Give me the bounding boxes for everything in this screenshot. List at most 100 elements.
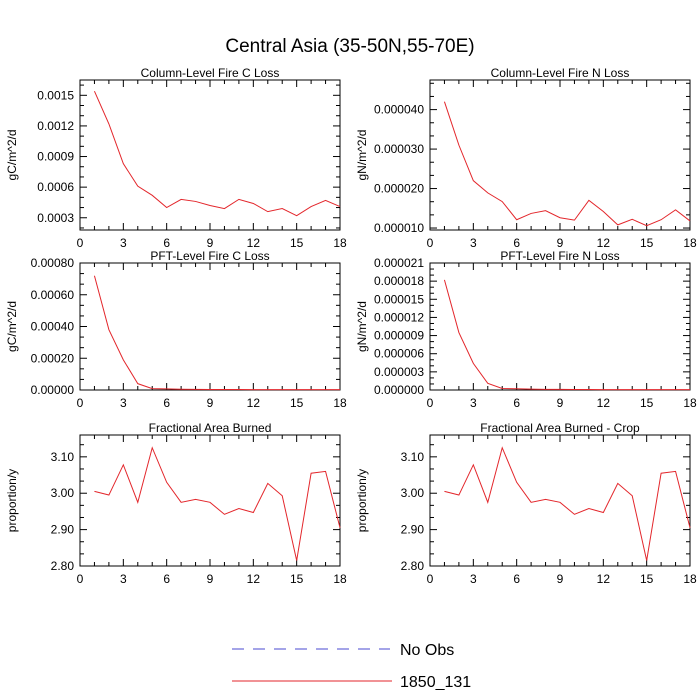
y-tick-label: 2.90: [51, 523, 75, 537]
plot-frame: [79, 262, 341, 391]
x-tick-label: 9: [557, 572, 564, 586]
y-tick-label: 0.000021: [374, 256, 424, 270]
y-tick-label: 0.000012: [374, 310, 424, 324]
y-tick-label: 0.000003: [374, 365, 424, 379]
plot-frame: [79, 79, 341, 231]
x-tick-label: 18: [333, 236, 347, 250]
x-tick-label: 12: [597, 396, 611, 410]
series-line-1850-131: [94, 446, 341, 561]
y-tick-label: 0.0009: [37, 150, 74, 164]
plot-frame: [429, 262, 691, 391]
x-tick-label: 3: [470, 236, 477, 250]
x-tick-label: 15: [290, 572, 304, 586]
y-tick-label: 0.0006: [37, 180, 74, 194]
y-axis-label: gN/m^2/d: [355, 301, 369, 352]
y-tick-label: 3.10: [51, 450, 75, 464]
x-tick-label: 0: [77, 572, 84, 586]
x-tick-label: 12: [597, 236, 611, 250]
x-tick-label: 9: [557, 396, 564, 410]
y-tick-label: 0.000015: [374, 292, 424, 306]
x-tick-label: 9: [207, 396, 214, 410]
y-tick-label: 0.0003: [37, 211, 74, 225]
chart-panel-3: PFT-Level Fire C Loss gC/m^2/d 0 3 6 9 12 15 18 0…: [5, 249, 347, 410]
y-tick-label: 2.80: [401, 559, 425, 573]
x-tick-label: 12: [597, 572, 611, 586]
x-tick-label: 15: [640, 396, 654, 410]
y-tick-label: 0.0015: [37, 88, 74, 102]
x-tick-label: 18: [683, 236, 697, 250]
y-tick-label: 3.00: [401, 486, 425, 500]
y-axis-label: gC/m^2/d: [5, 301, 19, 352]
panel-title: PFT-Level Fire N Loss: [500, 249, 619, 263]
x-tick-label: 3: [470, 396, 477, 410]
y-tick-label: 0.0012: [37, 119, 74, 133]
x-tick-label: 18: [333, 572, 347, 586]
y-tick-label: 2.90: [401, 523, 425, 537]
legend: No Obs 1850_131: [232, 642, 471, 691]
y-axis-label: gC/m^2/d: [5, 130, 19, 181]
panel-title: PFT-Level Fire C Loss: [150, 249, 269, 263]
y-tick-label: 0.000020: [374, 182, 424, 196]
legend-1850-131-label: 1850_131: [400, 674, 471, 691]
x-tick-label: 3: [120, 396, 127, 410]
y-tick-label: 0.000009: [374, 329, 424, 343]
panel-title: Column-Level Fire C Loss: [141, 66, 280, 80]
x-tick-label: 15: [290, 396, 304, 410]
y-tick-label: 0.000000: [374, 383, 424, 397]
y-axis-label: proportion/y: [355, 469, 369, 532]
series-line-1850-131: [93, 91, 341, 217]
x-tick-label: 3: [120, 236, 127, 250]
series-line-1850-131: [444, 446, 691, 561]
x-tick-label: 0: [427, 396, 434, 410]
x-tick-label: 12: [247, 236, 261, 250]
x-tick-label: 6: [513, 236, 520, 250]
y-tick-label: 0.000018: [374, 274, 424, 288]
y-axis-label: proportion/y: [5, 469, 19, 532]
chart-panel-6: Fractional Area Burned - Crop proportion/…: [355, 421, 697, 586]
x-tick-label: 18: [683, 396, 697, 410]
x-tick-label: 15: [640, 572, 654, 586]
chart-panel-2: Column-Level Fire N Loss gN/m^2/d 0 3 6 9 12 15…: [355, 66, 697, 250]
x-tick-label: 15: [640, 236, 654, 250]
panel-title: Fractional Area Burned: [149, 421, 272, 435]
panel-title: Fractional Area Burned - Crop: [480, 421, 640, 435]
x-tick-label: 0: [77, 236, 84, 250]
x-tick-label: 3: [470, 572, 477, 586]
x-tick-label: 12: [247, 572, 261, 586]
x-tick-label: 12: [247, 396, 261, 410]
plot-frame: [429, 79, 691, 231]
chart-panel-5: Fractional Area Burned proportion/y 0 3 6 9 12…: [5, 421, 347, 586]
x-tick-label: 15: [290, 236, 304, 250]
x-tick-label: 9: [207, 572, 214, 586]
y-tick-label: 0.00020: [31, 351, 75, 365]
chart-panel-4: PFT-Level Fire N Loss gN/m^2/d 0 3 6 9 12 15 18 0…: [355, 249, 697, 410]
plot-frame: [79, 434, 341, 567]
y-tick-label: 0.000006: [374, 347, 424, 361]
legend-no-obs-label: No Obs: [400, 642, 454, 659]
y-tick-label: 3.00: [51, 486, 75, 500]
x-tick-label: 6: [513, 572, 520, 586]
series-line-1850-131: [93, 275, 340, 391]
y-tick-label: 0.00040: [31, 320, 75, 334]
x-tick-label: 6: [513, 396, 520, 410]
x-tick-label: 3: [120, 572, 127, 586]
y-axis-label: gN/m^2/d: [355, 130, 369, 181]
x-tick-label: 6: [163, 236, 170, 250]
x-tick-label: 6: [163, 572, 170, 586]
y-tick-label: 0.00080: [31, 256, 75, 270]
y-tick-label: 0.000010: [374, 221, 424, 235]
panel-title: Column-Level Fire N Loss: [491, 66, 630, 80]
series-line-1850-131: [443, 279, 690, 391]
x-tick-label: 6: [163, 396, 170, 410]
y-tick-label: 3.10: [401, 450, 425, 464]
y-tick-label: 2.80: [51, 559, 75, 573]
y-tick-label: 0.000040: [374, 103, 424, 117]
x-tick-label: 9: [207, 236, 214, 250]
x-tick-label: 0: [77, 396, 84, 410]
y-tick-label: 0.00000: [31, 383, 75, 397]
x-tick-label: 0: [427, 572, 434, 586]
chart-panel-1: Column-Level Fire C Loss gC/m^2/d 0 3 6 9 12 15…: [5, 66, 347, 250]
x-tick-label: 9: [557, 236, 564, 250]
y-tick-label: 0.00060: [31, 288, 75, 302]
